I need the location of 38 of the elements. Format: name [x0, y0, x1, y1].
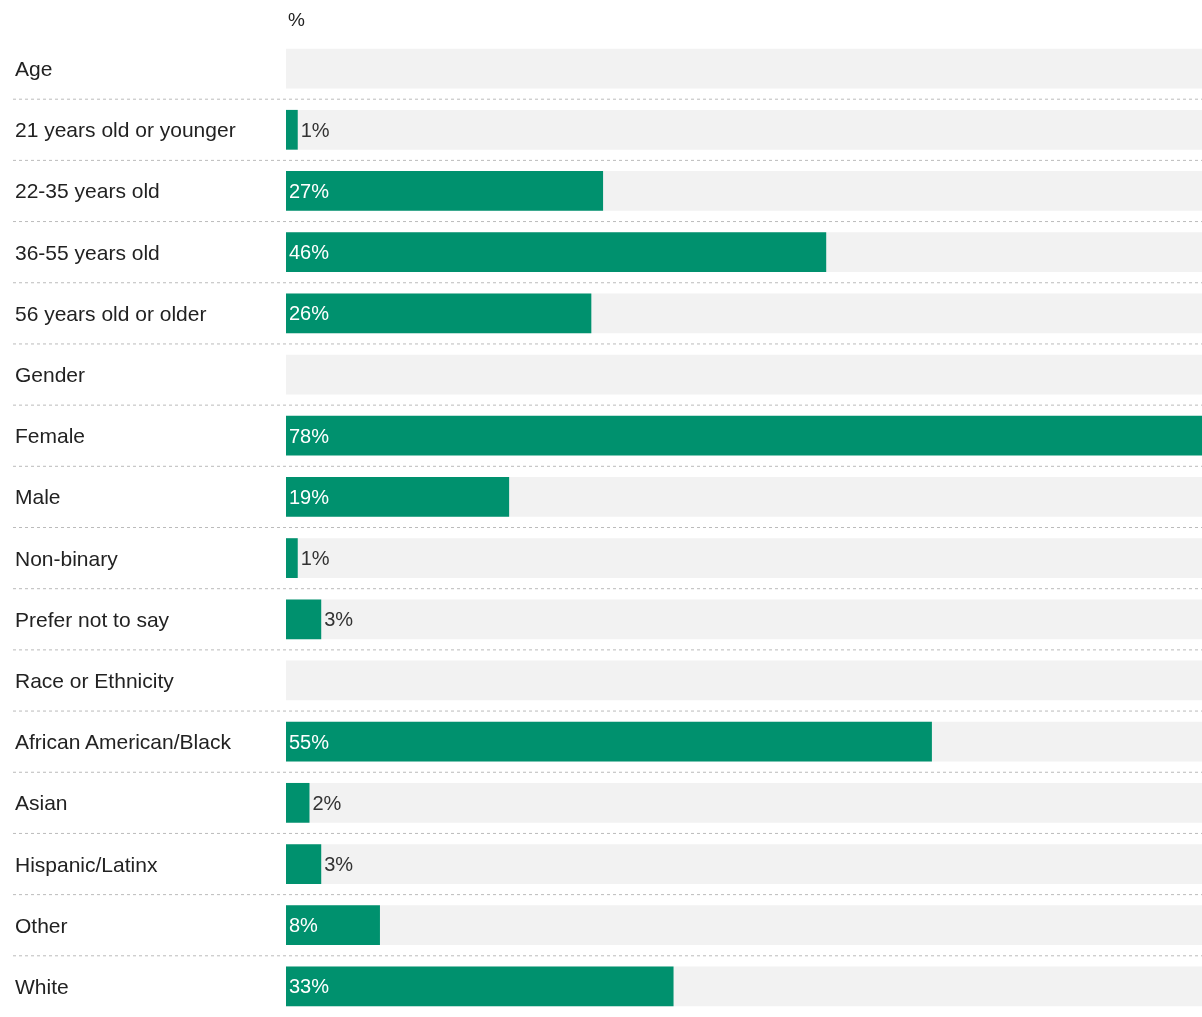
y-tick-label: Other	[15, 914, 68, 937]
data-label: 55%	[289, 730, 330, 753]
y-tick-label: Race or Ethnicity	[15, 669, 175, 692]
y-tick-label: 36-55 years old	[15, 241, 160, 264]
y-tick-label: 22-35 years old	[15, 179, 160, 202]
data-label: 1%	[300, 118, 330, 141]
y-tick-label: White	[15, 975, 69, 998]
y-tick-label: Prefer not to say	[15, 608, 170, 631]
bar	[286, 415, 1202, 456]
data-label: 3%	[324, 608, 354, 631]
bar	[286, 844, 322, 884]
y-tick-label: Male	[15, 485, 61, 508]
data-label: 1%	[300, 547, 330, 570]
data-label: 2%	[312, 791, 342, 814]
y-tick-label: Age	[15, 57, 53, 80]
bar	[286, 905, 380, 946]
data-label: 46%	[289, 241, 330, 264]
data-label: 33%	[289, 975, 330, 998]
x-axis-title: %	[288, 9, 305, 30]
data-label: 8%	[289, 914, 319, 937]
bar	[286, 782, 310, 823]
y-tick-label: 56 years old or older	[15, 302, 207, 325]
bar	[286, 538, 298, 578]
data-label: 19%	[289, 485, 330, 508]
y-tick-label: Non-binary	[15, 547, 119, 570]
data-label: 3%	[324, 853, 354, 876]
bar	[286, 477, 510, 517]
y-tick-label: Hispanic/Latinx	[15, 853, 158, 876]
y-tick-label: African American/Black	[15, 730, 232, 753]
data-label: 27%	[289, 179, 330, 202]
y-tick-label: Asian	[15, 791, 68, 814]
data-label: 26%	[289, 302, 330, 325]
y-tick-label: 21 years old or younger	[15, 118, 236, 141]
y-tick-label: Female	[15, 424, 86, 447]
bar	[286, 599, 322, 640]
data-label: 78%	[289, 424, 330, 447]
bar	[286, 109, 298, 150]
y-tick-label: Gender	[15, 363, 86, 386]
